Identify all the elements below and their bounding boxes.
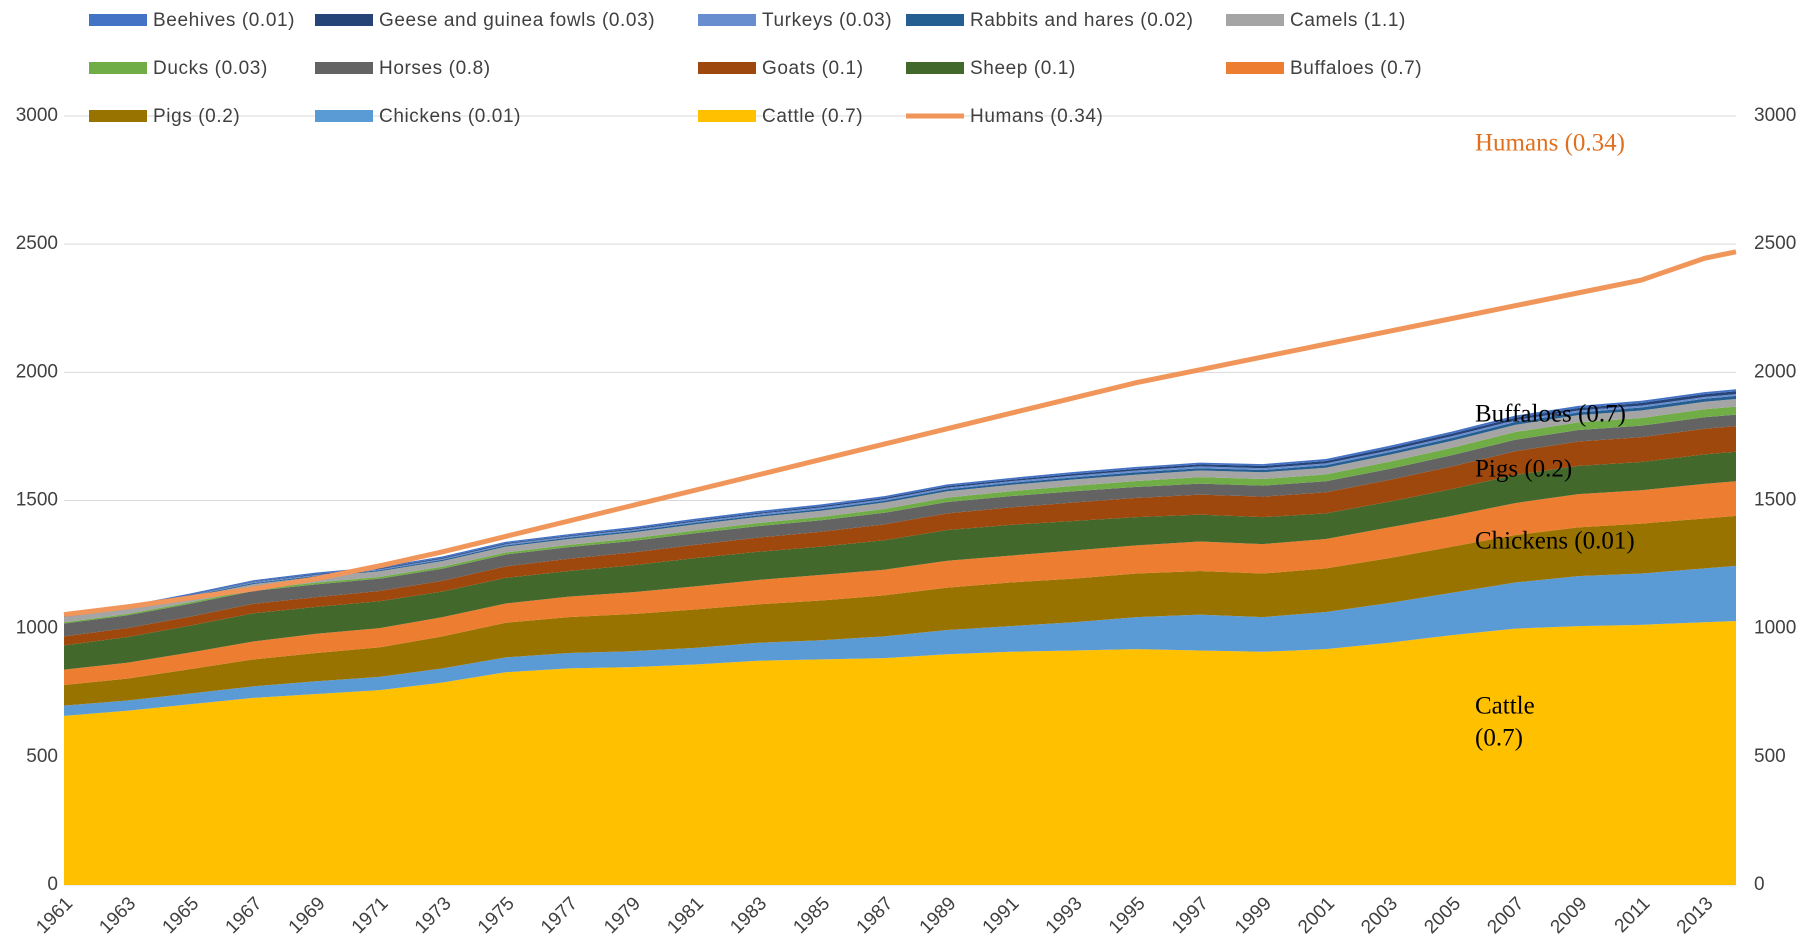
y-tick-label: 2500: [16, 233, 58, 254]
x-tick-label: 1977: [537, 893, 582, 938]
line: [63, 249, 1737, 618]
x-tick-label: 2009: [1547, 893, 1592, 938]
legend-swatch: [315, 14, 373, 26]
legend-swatch: [89, 110, 147, 122]
y-tick-label: 2000: [16, 361, 58, 382]
legend-label: Pigs (0.2): [153, 106, 240, 127]
x-tick-label: 1983: [726, 893, 771, 938]
area: [64, 426, 1736, 646]
area: [64, 398, 1736, 623]
legend-label: Chickens (0.01): [379, 106, 521, 127]
y-tick-label: 3000: [16, 105, 58, 126]
legend-swatch: [698, 14, 756, 26]
area: [64, 565, 1736, 716]
x-tick-label: 2005: [1420, 893, 1465, 938]
area: [64, 620, 1736, 885]
legend-label: Rabbits and hares (0.02): [970, 10, 1194, 31]
x-tick-label: 1967: [222, 893, 267, 938]
x-tick-label: 2013: [1673, 893, 1718, 938]
x-tick-label: 2001: [1294, 893, 1339, 938]
x-tick-label: 1989: [916, 893, 961, 938]
x-tick-label: 1987: [853, 893, 898, 938]
y-tick-label: 1500: [16, 490, 58, 511]
y-tick-label: 1000: [16, 618, 58, 639]
legend-label: Ducks (0.03): [153, 58, 268, 79]
area: [64, 414, 1736, 637]
x-tick-label: 1961: [32, 893, 77, 938]
x-tick-label: 1973: [411, 893, 456, 938]
legend-label: Sheep (0.1): [970, 58, 1076, 79]
x-tick-label: 2011: [1611, 893, 1655, 937]
area: [64, 515, 1736, 706]
y2-tick-label: 0: [1754, 874, 1765, 895]
legend-label: Humans (0.34): [970, 106, 1103, 127]
legend-label: Beehives (0.01): [153, 10, 295, 31]
y2-tick-label: 3000: [1754, 105, 1796, 126]
annotation: Pigs (0.2): [1475, 456, 1572, 483]
legend-label: Cattle (0.7): [762, 106, 863, 127]
x-tick-label: 1991: [979, 893, 1024, 938]
annotation: (0.7): [1475, 725, 1523, 752]
legend-swatch: [698, 110, 756, 122]
x-tick-label: 1999: [1231, 893, 1276, 938]
legend-swatch: [1226, 14, 1284, 26]
legend-label: Buffaloes (0.7): [1290, 58, 1422, 79]
y-tick-label: 0: [47, 874, 58, 895]
y2-tick-label: 1500: [1754, 490, 1796, 511]
legend-label: Goats (0.1): [762, 58, 864, 79]
legend-swatch: [89, 62, 147, 74]
x-tick-label: 1993: [1042, 893, 1087, 938]
x-tick-label: 1963: [95, 893, 140, 938]
annotation: Chickens (0.01): [1475, 528, 1635, 555]
x-tick-label: 1995: [1105, 893, 1150, 938]
x-tick-label: 2003: [1357, 893, 1402, 938]
x-tick-label: 1965: [159, 893, 204, 938]
legend-swatch: [906, 62, 964, 74]
legend-swatch: [315, 62, 373, 74]
legend-swatch: [906, 14, 964, 26]
x-tick-label: 1985: [789, 893, 834, 938]
area: [64, 481, 1736, 686]
legend-swatch: [698, 62, 756, 74]
x-tick-label: 1981: [663, 893, 708, 938]
x-tick-label: 1969: [285, 893, 330, 938]
x-tick-label: 1971: [348, 893, 393, 938]
x-tick-label: 1997: [1168, 893, 1213, 938]
y-tick-label: 500: [26, 746, 58, 767]
legend-swatch: [89, 14, 147, 26]
y2-tick-label: 500: [1754, 746, 1786, 767]
annotation: Buffaloes (0.7): [1475, 401, 1626, 428]
legend-label: Horses (0.8): [379, 58, 491, 79]
y2-tick-label: 1000: [1754, 618, 1796, 639]
annotation: Cattle: [1475, 693, 1535, 720]
area: [64, 451, 1736, 670]
legend-label: Geese and guinea fowls (0.03): [379, 10, 655, 31]
legend-label: Turkeys (0.03): [762, 10, 892, 31]
annotation: Humans (0.34): [1475, 130, 1625, 157]
y2-tick-label: 2500: [1754, 233, 1796, 254]
x-tick-label: 1979: [600, 893, 645, 938]
legend-label: Camels (1.1): [1290, 10, 1406, 31]
legend-swatch: [1226, 62, 1284, 74]
legend-swatch: [315, 110, 373, 122]
y2-tick-label: 2000: [1754, 361, 1796, 382]
x-tick-label: 2007: [1484, 893, 1529, 938]
x-tick-label: 1975: [474, 893, 519, 938]
area: [64, 406, 1736, 624]
